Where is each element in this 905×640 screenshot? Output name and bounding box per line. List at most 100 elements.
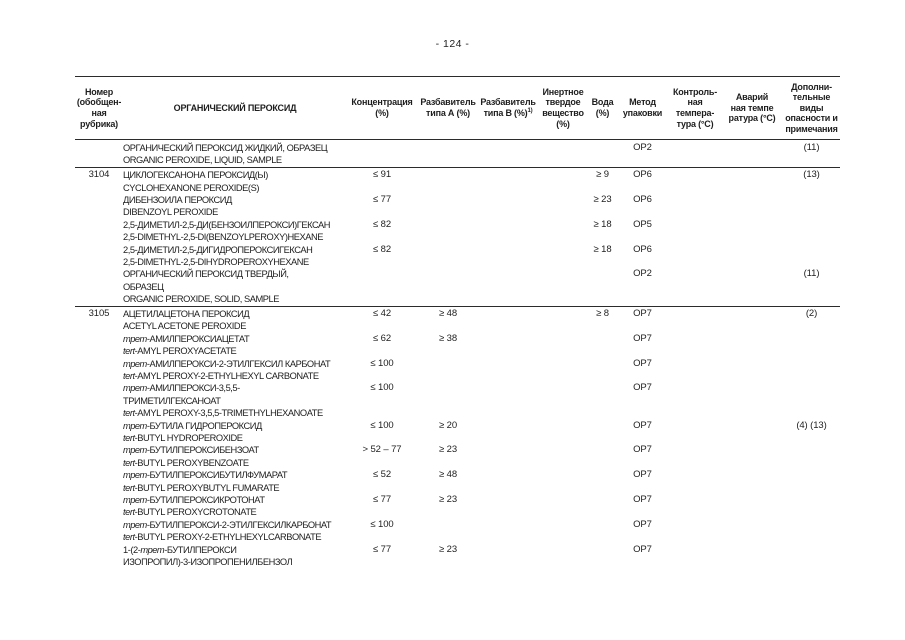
- cell-peroxide-name: трет-БУТИЛПЕРОКСИКРОТОНАТ tert-BUTYL PERO…: [123, 494, 347, 519]
- cell-water: ≥ 18: [593, 218, 612, 230]
- cell-notes: [783, 444, 840, 469]
- cell-control_temp: [669, 469, 721, 494]
- cell-packing_method: OP7: [633, 543, 652, 555]
- table-row: трет-АМИЛПЕРОКСИ-2-ЭТИЛГЕКСИЛ КАРБОНАТ te…: [75, 358, 840, 383]
- cell-diluent_a: [417, 268, 479, 306]
- peroxide-name-text: CYCLOHEXANONE PEROXIDE(S): [123, 182, 259, 193]
- cell-emergency_temp: [721, 420, 783, 445]
- cell-concentration: ≤ 77: [372, 194, 392, 206]
- cell-inert_solid: [537, 166, 589, 195]
- cell-un-number: [75, 268, 123, 306]
- peroxide-name-text: -БУТИЛА ГИДРОПЕРОКСИД: [146, 420, 262, 431]
- cell-packing_method: OP6: [633, 194, 652, 206]
- column-header-emergency_temp: Аварий ная темпе ратура (°C): [721, 76, 783, 140]
- cell-concentration: ≤ 100: [370, 357, 394, 369]
- cell-diluent_a: [417, 140, 479, 168]
- peroxide-name-text: -AMYL PEROXY-2-ETHYLHEXYL CARBONATE: [134, 371, 319, 382]
- cell-notes: [783, 544, 840, 569]
- column-header-un_number: Номер (обобщен-ная рубрика): [75, 76, 123, 140]
- table-row: ОРГАНИЧЕСКИЙ ПЕРОКСИД ЖИДКИЙ, ОБРАЗЕЦ ORG…: [75, 140, 840, 168]
- table-header-row: Номер (обобщен-ная рубрика) ОРГАНИЧЕСКИЙ ПЕ…: [75, 76, 840, 140]
- cell-peroxide-name: АЦЕТИЛАЦЕТОНА ПЕРОКСИД ACETYL ACETONE PER…: [123, 305, 347, 333]
- cell-peroxide-name: ОРГАНИЧЕСКИЙ ПЕРОКСИД ТВЕРДЫЙ, ОБРАЗЕЦ ORG…: [123, 268, 347, 306]
- table-row: трет-БУТИЛПЕРОКСИБУТИЛФУМАРАТ tert-BUTYL …: [75, 469, 840, 494]
- cell-concentration: ≤ 91: [347, 166, 417, 195]
- cell-inert_solid: [537, 469, 589, 494]
- page-number: - 124 -: [435, 38, 470, 50]
- cell-diluent_a: [417, 244, 479, 269]
- cell-diluent_a: ≥ 20: [438, 419, 458, 431]
- column-header-control_temp: Контроль-ная темпера-тура (°C): [669, 76, 721, 140]
- peroxide-name-text: ACETYL ACETONE PEROXIDE: [123, 321, 246, 332]
- peroxide-name-text: трет: [123, 470, 147, 481]
- cell-peroxide-name: ДИБЕНЗОИЛА ПЕРОКСИД DIBENZOYL PEROXIDE: [123, 194, 347, 219]
- peroxide-name-text: трет: [123, 494, 147, 505]
- cell-inert_solid: [537, 358, 589, 383]
- cell-control_temp: [669, 420, 721, 445]
- peroxide-name-text: tert: [123, 532, 135, 543]
- cell-control_temp: [669, 444, 721, 469]
- cell-emergency_temp: [721, 358, 783, 383]
- peroxide-name-text: -BUTYL HYDROPEROXIDE: [134, 432, 243, 443]
- cell-control_temp: [669, 305, 721, 333]
- cell-diluent_b: [479, 469, 537, 494]
- peroxide-name-text: 2,5-DIMETHYL-2,5-DI(BENZOYLPEROXY)HEXANE: [123, 232, 324, 243]
- cell-diluent_b: [479, 268, 537, 306]
- cell-emergency_temp: [721, 140, 783, 168]
- cell-notes: [783, 333, 840, 358]
- cell-concentration: ≤ 100: [370, 419, 394, 431]
- cell-control_temp: [669, 194, 721, 219]
- cell-notes: [783, 194, 840, 219]
- cell-diluent_a: ≥ 48: [438, 469, 458, 481]
- cell-inert_solid: [537, 244, 589, 269]
- cell-peroxide-name: 2,5-ДИМЕТИЛ-2,5-ДИ(БЕНЗОИЛПЕРОКСИ)ГЕКСАН…: [123, 219, 347, 244]
- cell-peroxide-name: трет-АМИЛПЕРОКСИ-3,5,5- ТРИМЕТИЛГЕКСАНОАТ…: [123, 382, 347, 419]
- table-body: ОРГАНИЧЕСКИЙ ПЕРОКСИД ЖИДКИЙ, ОБРАЗЕЦ ORG…: [75, 140, 840, 569]
- cell-notes: (4) (13): [796, 419, 827, 431]
- cell-notes: [783, 358, 840, 383]
- peroxide-name-text: tert: [123, 432, 135, 443]
- peroxide-name-text: -BUTYL PEROXYCROTONATE: [134, 507, 257, 518]
- cell-diluent_b: [479, 305, 537, 333]
- cell-water: [589, 469, 616, 494]
- cell-water: ≥ 18: [593, 243, 612, 255]
- cell-un-number: [75, 244, 123, 269]
- cell-control_temp: [669, 358, 721, 383]
- peroxide-name-text: -БУТИЛПЕРОКСИ-2-ЭТИЛГЕКСИЛКАРБОНАТ: [146, 519, 332, 530]
- peroxide-name-text: tert: [123, 457, 135, 468]
- cell-diluent_b: [479, 333, 537, 358]
- peroxide-name-text: 2,5-DIMETHYL-2,5-DIHYDROPEROXYHEXANE: [123, 257, 309, 268]
- cell-diluent_b: [479, 382, 537, 419]
- table-row: 3105 АЦЕТИЛАЦЕТОНА ПЕРОКСИД ACETYL ACETONE…: [75, 305, 840, 333]
- column-header-peroxide_name: ОРГАНИЧЕСКИЙ ПЕРОКСИД: [123, 76, 347, 140]
- table-row: трет-АМИЛПЕРОКСИАЦЕТАТ tert-AMYL PEROXYAC…: [75, 333, 840, 358]
- peroxide-name-text: ДИБЕНЗОИЛА ПЕРОКСИД: [123, 195, 232, 206]
- peroxide-name-text: -АМИЛПЕРОКСИАЦЕТАТ: [146, 333, 250, 344]
- peroxide-name-text: 2,5-ДИМЕТИЛ-2,5-ДИ(БЕНЗОИЛПЕРОКСИ)ГЕКСАН: [123, 219, 331, 230]
- cell-packing_method: OP6: [633, 243, 652, 255]
- peroxide-name-text: ОРГАНИЧЕСКИЙ ПЕРОКСИД ЖИДКИЙ, ОБРАЗЕЦ: [123, 143, 328, 153]
- cell-diluent_a: ≥ 23: [438, 444, 458, 456]
- cell-concentration: ≤ 77: [372, 543, 392, 555]
- table-row: ДИБЕНЗОИЛА ПЕРОКСИД DIBENZOYL PEROXIDE ≤ 7…: [75, 194, 840, 219]
- cell-diluent_a: [417, 219, 479, 244]
- table-row: 1-(2-трет-БУТИЛПЕРОКСИ ИЗОПРОПИЛ)-3-ИЗОПР…: [75, 544, 840, 569]
- peroxide-name-text: tert: [123, 346, 135, 357]
- cell-notes: (11): [803, 142, 820, 153]
- peroxide-name-text: ИЗОПРОПИЛ)-3-ИЗОПРОПЕНИЛБЕНЗОЛ: [123, 556, 293, 567]
- cell-water: ≥ 9: [589, 166, 616, 195]
- cell-control_temp: [669, 219, 721, 244]
- cell-water: [589, 268, 616, 306]
- cell-concentration: ≤ 42: [347, 305, 417, 333]
- column-header-diluent_a: Разбавитель типа А (%): [417, 76, 479, 140]
- cell-concentration: ≤ 62: [372, 332, 392, 344]
- peroxide-name-text: -BUTYL PEROXYBUTYL FUMARATE: [134, 482, 280, 493]
- cell-emergency_temp: [721, 268, 783, 306]
- peroxide-name-text: -BUTYL PEROXYBENZOATE: [134, 457, 249, 468]
- cell-concentration: ≤ 100: [370, 382, 394, 394]
- cell-water: [589, 519, 616, 544]
- cell-control_temp: [669, 544, 721, 569]
- cell-packing_method: OP7: [633, 444, 652, 456]
- cell-diluent_b: [479, 140, 537, 168]
- cell-un-number: 3105: [75, 305, 123, 333]
